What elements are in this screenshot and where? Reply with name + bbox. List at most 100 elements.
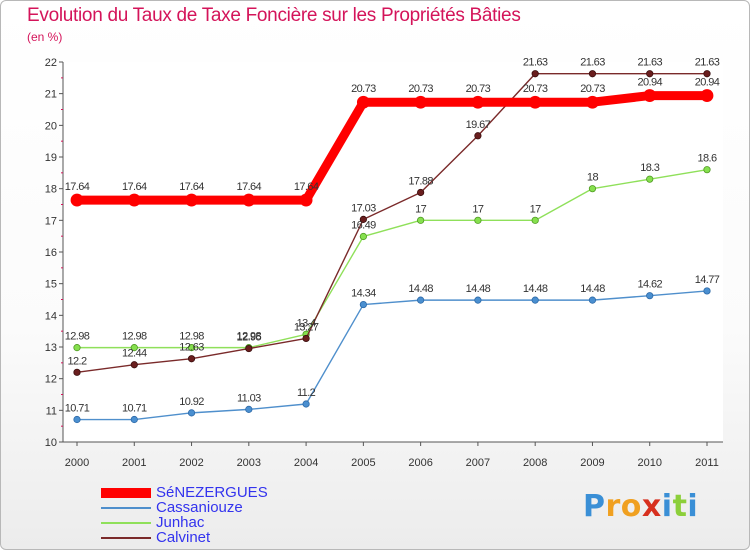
data-point <box>700 89 714 102</box>
data-point <box>73 344 81 352</box>
data-label: 18.3 <box>640 162 659 174</box>
legend-swatch <box>101 522 151 524</box>
data-label: 20.73 <box>408 83 433 95</box>
data-label: 17.64 <box>237 181 262 193</box>
data-label: 20.73 <box>351 83 376 95</box>
data-point <box>703 70 711 78</box>
data-point <box>302 400 310 408</box>
data-label: 14.48 <box>580 283 605 295</box>
data-point <box>359 215 367 223</box>
data-point <box>417 188 425 197</box>
data-label: 17 <box>472 203 484 215</box>
data-label: 11.03 <box>237 392 261 404</box>
legend-swatch <box>101 507 151 509</box>
data-point <box>417 216 425 224</box>
data-point <box>242 193 256 207</box>
logo-letter: o <box>620 489 642 524</box>
y-tick-label: 20 <box>45 120 57 132</box>
y-tick-label: 21 <box>45 89 57 101</box>
data-label: 17 <box>530 203 542 215</box>
x-tick-label: 2007 <box>466 457 490 469</box>
logo-letter: t <box>672 489 688 524</box>
data-label: 17.64 <box>122 181 147 193</box>
logo-letter: i <box>687 489 699 524</box>
x-tick-label: 2001 <box>122 457 146 469</box>
data-label: 18 <box>587 172 599 184</box>
data-point <box>588 185 597 193</box>
data-point <box>356 95 370 109</box>
data-label: 17.64 <box>179 181 204 193</box>
data-point <box>245 405 253 413</box>
x-tick-label: 2011 <box>695 457 719 469</box>
data-label: 12.98 <box>237 331 262 343</box>
legend-label: Junhac <box>156 514 205 531</box>
data-point <box>130 415 138 424</box>
data-label: 14.48 <box>523 283 548 295</box>
data-point <box>187 344 196 352</box>
data-point <box>646 292 654 300</box>
x-tick-label: 2006 <box>408 457 432 469</box>
data-label: 17.03 <box>351 202 376 214</box>
y-tick-label: 16 <box>45 247 57 259</box>
data-point <box>185 193 198 207</box>
x-tick-label: 2004 <box>294 457 318 469</box>
data-point <box>474 296 482 304</box>
data-point <box>187 409 196 417</box>
proxiti-logo: Proxiti <box>583 489 698 524</box>
data-label: 12.2 <box>67 355 86 367</box>
data-label: 19.67 <box>466 119 491 131</box>
data-label: 17.64 <box>294 181 319 193</box>
data-label: 12.63 <box>179 342 204 354</box>
data-point <box>127 193 141 207</box>
legend-swatch <box>101 537 151 539</box>
x-tick-label: 2010 <box>637 457 661 469</box>
series-line <box>72 91 712 205</box>
x-tick-label: 2005 <box>351 457 375 469</box>
y-tick-label: 19 <box>45 152 57 164</box>
y-tick-label: 15 <box>45 279 57 291</box>
data-point <box>703 287 711 295</box>
data-point <box>588 296 597 304</box>
data-point <box>130 361 138 369</box>
data-label: 14.48 <box>466 283 491 295</box>
data-label: 21.63 <box>580 57 605 69</box>
y-tick-label: 14 <box>45 310 57 322</box>
data-point <box>359 300 367 309</box>
y-tick-label: 12 <box>45 374 57 386</box>
x-tick-label: 2000 <box>65 457 89 469</box>
data-label: 20.73 <box>523 83 548 95</box>
data-point <box>474 132 482 140</box>
legend-label: Cassaniouze <box>156 499 243 516</box>
y-tick-label: 13 <box>45 342 57 354</box>
data-label: 14.62 <box>637 279 662 291</box>
y-tick-label: 22 <box>45 57 57 69</box>
data-point <box>586 95 599 109</box>
data-point <box>588 70 597 78</box>
data-point <box>245 344 253 353</box>
data-point <box>531 70 539 78</box>
y-tick-label: 11 <box>46 405 57 417</box>
y-tick-label: 17 <box>45 215 57 227</box>
chart-unit-label: (en %) <box>27 30 63 44</box>
logo-letter: i <box>661 489 673 524</box>
data-point <box>703 166 711 174</box>
data-label: 17 <box>415 203 427 215</box>
data-label: 20.94 <box>695 77 720 89</box>
data-label: 20.94 <box>637 77 662 89</box>
data-point <box>643 89 657 102</box>
legend-label: SéNEZERGUES <box>156 484 268 501</box>
data-label: 13.4 <box>297 317 316 329</box>
data-label: 16.49 <box>351 219 376 231</box>
data-point <box>130 344 138 352</box>
data-label: 10.92 <box>179 396 204 408</box>
data-point <box>70 193 84 207</box>
legend-swatch <box>101 488 151 498</box>
x-tick-label: 2008 <box>523 457 547 469</box>
data-point <box>359 232 367 241</box>
data-point <box>528 95 542 109</box>
data-point <box>417 296 425 304</box>
data-label: 14.77 <box>695 274 720 286</box>
data-label: 12.95 <box>237 332 262 344</box>
data-point <box>187 355 196 363</box>
